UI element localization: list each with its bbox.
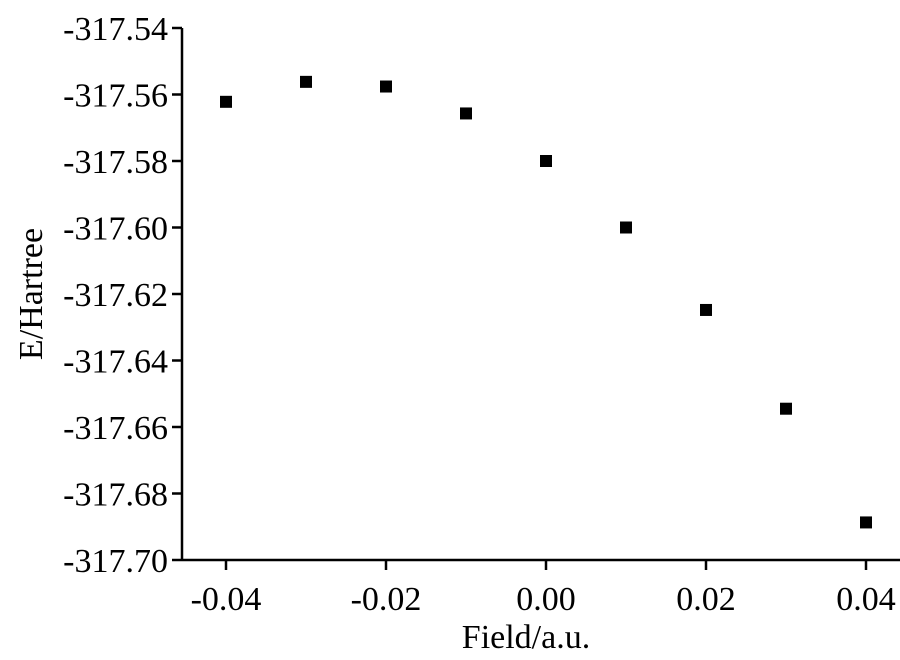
- x-tick-label: -0.04: [191, 581, 262, 618]
- x-tick-label: 0.02: [676, 581, 736, 618]
- y-tick-label: -317.70: [63, 543, 168, 580]
- x-tick-label: 0.00: [516, 581, 576, 618]
- x-tick-label: -0.02: [351, 581, 422, 618]
- y-tick-label: -317.56: [63, 78, 168, 115]
- x-tick-label: 0.04: [836, 581, 896, 618]
- y-tick-label: -317.66: [63, 410, 168, 447]
- axes: [180, 28, 900, 562]
- data-point: [300, 75, 312, 88]
- tick-layer: -317.54 -317.56 -317.58 -317.60 -317.62 -317.…: [63, 11, 896, 618]
- data-marker-layer: [220, 75, 872, 529]
- data-point: [780, 402, 792, 415]
- y-tick-label: -317.62: [63, 277, 168, 314]
- data-point: [700, 303, 712, 316]
- data-point: [220, 95, 232, 108]
- data-point: [620, 221, 632, 234]
- x-axis-title: Field/a.u.: [462, 619, 590, 656]
- y-tick-label: -317.54: [63, 11, 168, 48]
- data-point: [460, 107, 472, 120]
- y-axis-title: E/Hartree: [13, 228, 50, 360]
- y-tick-label: -317.68: [63, 477, 168, 514]
- y-tick-label: -317.60: [63, 211, 168, 248]
- data-point: [540, 155, 552, 167]
- y-tick-label: -317.64: [63, 344, 168, 381]
- data-point: [380, 80, 392, 93]
- y-tick-label: -317.58: [63, 144, 168, 181]
- data-point: [860, 516, 872, 529]
